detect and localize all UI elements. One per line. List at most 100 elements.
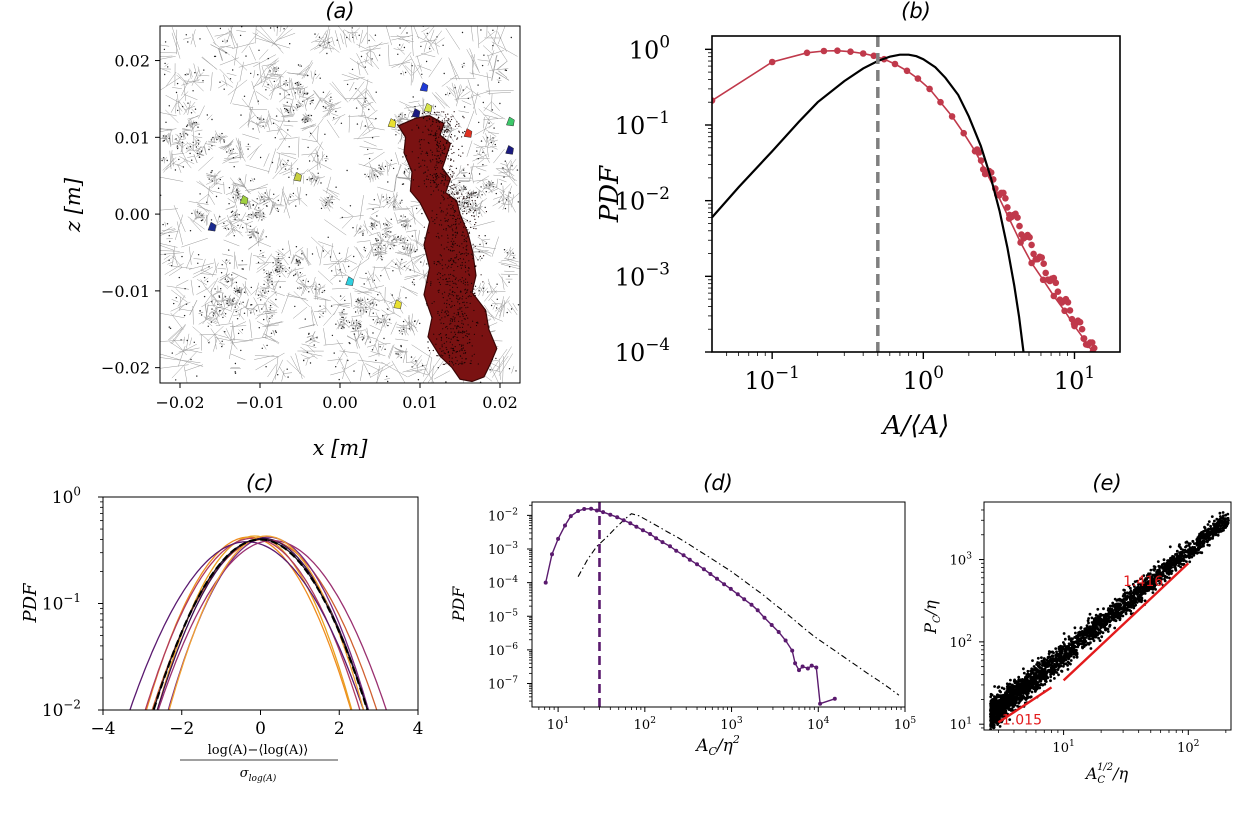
- voronoi-edge: [323, 249, 331, 258]
- voronoi-edge: [256, 263, 269, 273]
- seed-point: [468, 208, 471, 210]
- seed-point: [511, 165, 513, 167]
- seed-point: [355, 300, 357, 303]
- voronoi-edge: [171, 289, 188, 303]
- seed-point: [261, 219, 263, 221]
- seed-point: [277, 257, 280, 260]
- voronoi-edge: [267, 301, 279, 308]
- voronoi-edge: [250, 236, 252, 239]
- voronoi-edge: [322, 107, 342, 112]
- voronoi-edge: [332, 303, 351, 306]
- voronoi-edge: [499, 304, 505, 317]
- voronoi-edge: [488, 122, 495, 129]
- voronoi-edge: [220, 45, 234, 48]
- data-point: [543, 580, 548, 585]
- cluster-point: [426, 281, 428, 283]
- cluster-point: [449, 214, 451, 216]
- seed-point: [217, 187, 220, 189]
- cluster-point: [426, 152, 429, 154]
- seed-point: [218, 295, 220, 297]
- seed-point: [421, 364, 424, 367]
- seed-point: [436, 36, 438, 38]
- seed-point: [178, 276, 180, 279]
- seed-point: [500, 183, 503, 185]
- voronoi-edge: [400, 327, 403, 333]
- cluster-point: [467, 229, 469, 231]
- cluster-point: [438, 117, 440, 119]
- voronoi-edge: [169, 326, 171, 329]
- voronoi-edge: [303, 117, 305, 122]
- seed-point: [299, 91, 301, 93]
- data-point: [582, 507, 587, 511]
- cluster-point: [451, 280, 454, 282]
- cluster-point: [447, 234, 449, 236]
- voronoi-edge: [275, 267, 278, 270]
- voronoi-edge: [214, 173, 216, 186]
- voronoi-edge: [467, 206, 477, 211]
- seed-point: [279, 286, 281, 288]
- voronoi-edge: [492, 303, 502, 305]
- voronoi-edge: [353, 136, 380, 140]
- seed-point: [196, 375, 198, 377]
- cluster-point: [445, 334, 447, 336]
- seed-point: [296, 260, 299, 263]
- voronoi-edge: [282, 88, 294, 92]
- cluster-point: [439, 207, 441, 209]
- cluster-point: [441, 111, 443, 113]
- cluster-point: [458, 330, 460, 332]
- cluster-point: [441, 311, 443, 313]
- panel-b-title: (b): [901, 0, 931, 23]
- voronoi-edge: [350, 257, 370, 272]
- seed-point: [184, 288, 186, 290]
- cluster-point: [424, 125, 426, 127]
- voronoi-edge: [308, 146, 318, 158]
- voronoi-edge: [216, 30, 231, 39]
- cluster-point: [474, 224, 476, 226]
- voronoi-edge: [508, 302, 518, 316]
- cluster-point: [462, 205, 465, 207]
- voronoi-edge: [504, 270, 515, 273]
- voronoi-edge: [473, 179, 488, 182]
- voronoi-edge: [171, 142, 183, 145]
- cluster-point: [469, 209, 471, 211]
- voronoi-edge: [300, 249, 310, 267]
- data-point: [1064, 299, 1072, 306]
- y-tick-label-base: 10: [615, 339, 646, 367]
- cluster-point: [459, 307, 461, 309]
- voronoi-edge: [168, 267, 183, 277]
- voronoi-edge: [215, 214, 220, 229]
- cluster-point: [443, 302, 445, 304]
- cluster-point: [452, 115, 454, 117]
- voronoi-edge: [465, 86, 481, 98]
- seed-point: [217, 303, 219, 306]
- seed-point: [232, 196, 234, 199]
- y-tick-label: 10−2: [615, 183, 670, 216]
- voronoi-edge: [485, 136, 488, 148]
- seed-point: [403, 46, 406, 49]
- voronoi-edge: [396, 352, 401, 359]
- cluster-point: [411, 129, 413, 131]
- voronoi-edge: [308, 176, 311, 182]
- seed-point: [176, 147, 179, 150]
- voronoi-edge: [322, 99, 335, 106]
- seed-point: [443, 72, 445, 75]
- voronoi-edge: [276, 86, 288, 92]
- seed-point: [168, 326, 170, 328]
- cluster-point: [444, 138, 446, 140]
- voronoi-edge: [295, 87, 303, 91]
- cluster-point: [461, 310, 463, 312]
- seed-point: [445, 93, 447, 96]
- seed-point: [260, 299, 262, 301]
- cluster-point: [459, 326, 461, 329]
- seed-point: [225, 259, 228, 261]
- seed-point: [386, 375, 388, 378]
- seed-point: [309, 103, 312, 105]
- voronoi-edge: [493, 195, 503, 200]
- voronoi-edge: [233, 220, 241, 225]
- cluster-point: [483, 255, 485, 257]
- voronoi-edge: [262, 68, 271, 88]
- cluster-point: [429, 112, 431, 114]
- data-point: [640, 528, 645, 533]
- seed-point: [306, 120, 309, 122]
- voronoi-edge: [166, 135, 169, 140]
